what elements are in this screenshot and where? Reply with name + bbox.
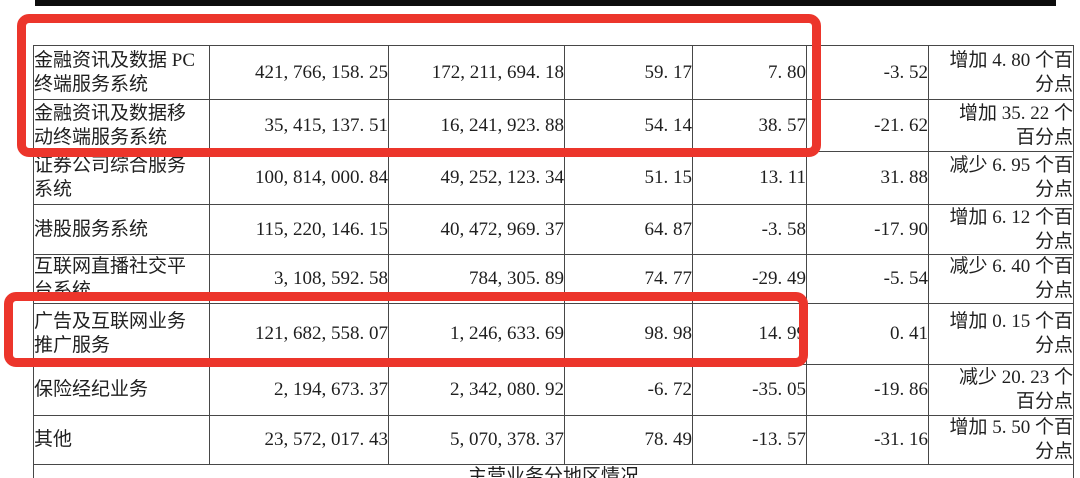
amount-cell: 40, 472, 969. 37	[388, 204, 565, 255]
ratio-cell: 38. 57	[692, 99, 807, 152]
table-row: 互联网直播社交平 台系统 3, 108, 592. 58 784, 305. 8…	[33, 254, 1074, 304]
amount-cell: 2, 194, 673. 37	[209, 364, 389, 416]
amount-cell: 1, 246, 633. 69	[388, 303, 565, 365]
segment-name-cell: 其他	[33, 415, 210, 465]
change-note-cell: 增加 35. 22 个 百分点	[928, 99, 1074, 152]
next-section-title: 主营业务分地区情况	[33, 464, 1074, 478]
table-row: 保险经纪业务 2, 194, 673. 37 2, 342, 080. 92 -…	[33, 364, 1074, 416]
ratio-cell: 54. 14	[564, 99, 693, 152]
section-title-row: 主营业务分地区情况	[33, 464, 1074, 478]
change-note-cell: 减少 20. 23 个 百分点	[928, 364, 1074, 416]
amount-cell: 172, 211, 694. 18	[388, 45, 565, 100]
change-note-cell: 增加 4. 80 个百 分点	[928, 45, 1074, 100]
change-note-cell: 增加 0. 15 个百 分点	[928, 303, 1074, 365]
table-row: 广告及互联网业务 推广服务 121, 682, 558. 07 1, 246, …	[33, 303, 1074, 365]
amount-cell: 784, 305. 89	[388, 254, 565, 304]
ratio-cell: 98. 98	[564, 303, 693, 365]
segment-name-cell: 金融资讯及数据 PC 终端服务系统	[33, 45, 210, 100]
change-note-cell: 减少 6. 40 个百 分点	[928, 254, 1074, 304]
amount-cell: 3, 108, 592. 58	[209, 254, 389, 304]
ratio-cell: -31. 16	[806, 415, 929, 465]
table-row: 其他 23, 572, 017. 43 5, 070, 378. 37 78. …	[33, 415, 1074, 465]
business-segment-table: 金融资讯及数据 PC 终端服务系统 421, 766, 158. 25 172,…	[33, 45, 1074, 478]
ratio-cell: 51. 15	[564, 151, 693, 205]
ratio-cell: -29. 49	[692, 254, 807, 304]
amount-cell: 35, 415, 137. 51	[209, 99, 389, 152]
ratio-cell: 31. 88	[806, 151, 929, 205]
segment-name-cell: 证券公司综合服务 系统	[33, 151, 210, 205]
amount-cell: 49, 252, 123. 34	[388, 151, 565, 205]
ratio-cell: 74. 77	[564, 254, 693, 304]
ratio-cell: 7. 80	[692, 45, 807, 100]
table-row: 证券公司综合服务 系统 100, 814, 000. 84 49, 252, 1…	[33, 151, 1074, 205]
segment-name-cell: 互联网直播社交平 台系统	[33, 254, 210, 304]
change-note-cell: 减少 6. 95 个百 分点	[928, 151, 1074, 205]
segment-name-cell: 广告及互联网业务 推广服务	[33, 303, 210, 365]
amount-cell: 23, 572, 017. 43	[209, 415, 389, 465]
ratio-cell: 78. 49	[564, 415, 693, 465]
table-row: 金融资讯及数据 PC 终端服务系统 421, 766, 158. 25 172,…	[33, 45, 1074, 100]
ratio-cell: -17. 90	[806, 204, 929, 255]
ratio-cell: 13. 11	[692, 151, 807, 205]
amount-cell: 115, 220, 146. 15	[209, 204, 389, 255]
ratio-cell: -13. 57	[692, 415, 807, 465]
table-row: 金融资讯及数据移 动终端服务系统 35, 415, 137. 51 16, 24…	[33, 99, 1074, 152]
page-top-rule	[35, 0, 1056, 6]
amount-cell: 100, 814, 000. 84	[209, 151, 389, 205]
ratio-cell: -3. 52	[806, 45, 929, 100]
ratio-cell: 64. 87	[564, 204, 693, 255]
amount-cell: 16, 241, 923. 88	[388, 99, 565, 152]
amount-cell: 121, 682, 558. 07	[209, 303, 389, 365]
ratio-cell: -5. 54	[806, 254, 929, 304]
ratio-cell: -3. 58	[692, 204, 807, 255]
ratio-cell: -35. 05	[692, 364, 807, 416]
ratio-cell: -19. 86	[806, 364, 929, 416]
amount-cell: 5, 070, 378. 37	[388, 415, 565, 465]
ratio-cell: 0. 41	[806, 303, 929, 365]
ratio-cell: -21. 62	[806, 99, 929, 152]
ratio-cell: 59. 17	[564, 45, 693, 100]
ratio-cell: 14. 99	[692, 303, 807, 365]
amount-cell: 421, 766, 158. 25	[209, 45, 389, 100]
ratio-cell: -6. 72	[564, 364, 693, 416]
amount-cell: 2, 342, 080. 92	[388, 364, 565, 416]
segment-name-cell: 金融资讯及数据移 动终端服务系统	[33, 99, 210, 152]
change-note-cell: 增加 6. 12 个百 分点	[928, 204, 1074, 255]
segment-name-cell: 保险经纪业务	[33, 364, 210, 416]
segment-name-cell: 港股服务系统	[33, 204, 210, 255]
change-note-cell: 增加 5. 50 个百 分点	[928, 415, 1074, 465]
table-row: 港股服务系统 115, 220, 146. 15 40, 472, 969. 3…	[33, 204, 1074, 255]
